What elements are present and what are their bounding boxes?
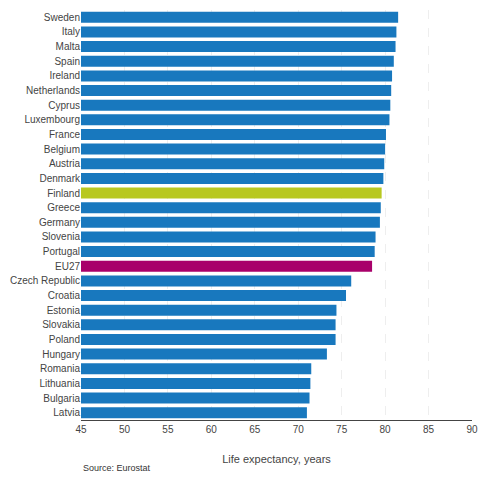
svg-text:Portugal: Portugal: [43, 246, 80, 257]
svg-text:Malta: Malta: [56, 41, 81, 52]
svg-text:Poland: Poland: [49, 334, 80, 345]
svg-text:45: 45: [75, 424, 87, 435]
svg-text:Italy: Italy: [62, 26, 80, 37]
svg-text:65: 65: [249, 424, 261, 435]
svg-text:70: 70: [293, 424, 305, 435]
svg-text:Czech Republic: Czech Republic: [10, 275, 80, 286]
svg-text:90: 90: [466, 424, 478, 435]
svg-text:80: 80: [380, 424, 392, 435]
svg-text:Romania: Romania: [40, 363, 80, 374]
svg-text:75: 75: [336, 424, 348, 435]
svg-text:50: 50: [119, 424, 131, 435]
svg-text:Hungary: Hungary: [42, 349, 80, 360]
svg-text:Spain: Spain: [54, 56, 80, 67]
svg-text:Estonia: Estonia: [47, 305, 81, 316]
svg-text:Austria: Austria: [49, 158, 81, 169]
svg-text:Bulgaria: Bulgaria: [43, 393, 80, 404]
svg-text:EU27: EU27: [55, 261, 80, 272]
svg-text:Life expectancy, years: Life expectancy, years: [222, 453, 331, 465]
svg-text:Belgium: Belgium: [44, 144, 80, 155]
svg-text:Croatia: Croatia: [48, 290, 81, 301]
svg-text:60: 60: [206, 424, 218, 435]
svg-text:55: 55: [162, 424, 174, 435]
svg-text:Sweden: Sweden: [44, 12, 80, 23]
svg-text:Finland: Finland: [47, 188, 80, 199]
svg-text:Cyprus: Cyprus: [48, 100, 80, 111]
svg-text:Luxembourg: Luxembourg: [24, 114, 80, 125]
svg-text:France: France: [49, 129, 81, 140]
svg-text:Ireland: Ireland: [49, 70, 80, 81]
svg-text:Latvia: Latvia: [53, 407, 80, 418]
svg-text:Lithuania: Lithuania: [39, 378, 80, 389]
svg-text:Greece: Greece: [47, 202, 80, 213]
svg-text:85: 85: [423, 424, 435, 435]
svg-text:Source: Eurostat: Source: Eurostat: [83, 463, 151, 473]
svg-text:Slovenia: Slovenia: [42, 231, 81, 242]
svg-text:Slovakia: Slovakia: [42, 319, 80, 330]
svg-text:Netherlands: Netherlands: [26, 85, 80, 96]
svg-text:Denmark: Denmark: [39, 173, 81, 184]
svg-text:Germany: Germany: [39, 217, 80, 228]
